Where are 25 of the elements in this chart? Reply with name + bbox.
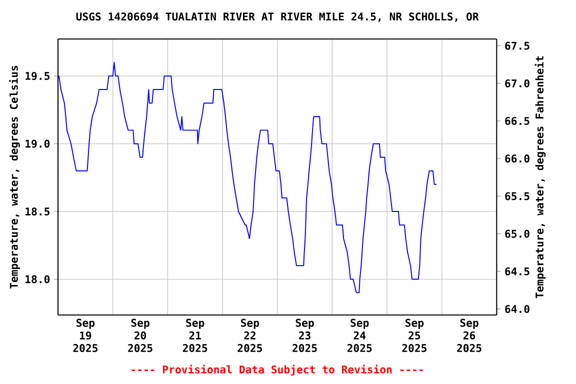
y2-tick-label: 67.0 xyxy=(505,79,530,88)
chart-title: USGS 14206694 TUALATIN RIVER AT RIVER MILE 24.5, NR SCHOLLS, OR xyxy=(76,12,479,22)
y2-tick-label: 64.0 xyxy=(505,304,530,314)
y2-tick-label: 67.5 xyxy=(505,42,530,50)
x-tick-label: Sep 20 2025 xyxy=(128,318,152,352)
line-series xyxy=(58,62,438,294)
y2-tick-label: 66.0 xyxy=(505,154,530,163)
x-tick-label: Sep 21 2025 xyxy=(182,318,208,352)
x-tick-label: Sep 26 2025 xyxy=(457,318,482,352)
y-tick-label: 18.0 xyxy=(26,275,50,284)
x-tick-label: Sep 19 2025 xyxy=(73,318,98,352)
y2-tick-label: 66.5 xyxy=(505,116,530,125)
y-tick-label: 19.0 xyxy=(26,140,50,148)
x-tick-label: Sep 25 2025 xyxy=(402,318,426,352)
y2-axis-title: Temperature, water, degrees Fahrenheit xyxy=(534,56,546,298)
y-axis-title: Temperature, water, degrees Celsius xyxy=(9,66,20,289)
text: ---- Provisional Data Subject to Revision ---- xyxy=(132,364,423,376)
x-tick-label: Sep 22 2025 xyxy=(238,318,262,352)
y-tick-label: 19.5 xyxy=(26,72,50,80)
y2-tick-label: 64.5 xyxy=(505,267,530,276)
x-tick-label: Sep 24 2025 xyxy=(347,318,372,352)
x-tick-label: Sep 23 2025 xyxy=(292,318,317,352)
y2-tick-label: 65.0 xyxy=(505,230,530,238)
y-tick-label: 18.5 xyxy=(26,207,50,216)
y2-tick-label: 65.5 xyxy=(505,192,530,200)
